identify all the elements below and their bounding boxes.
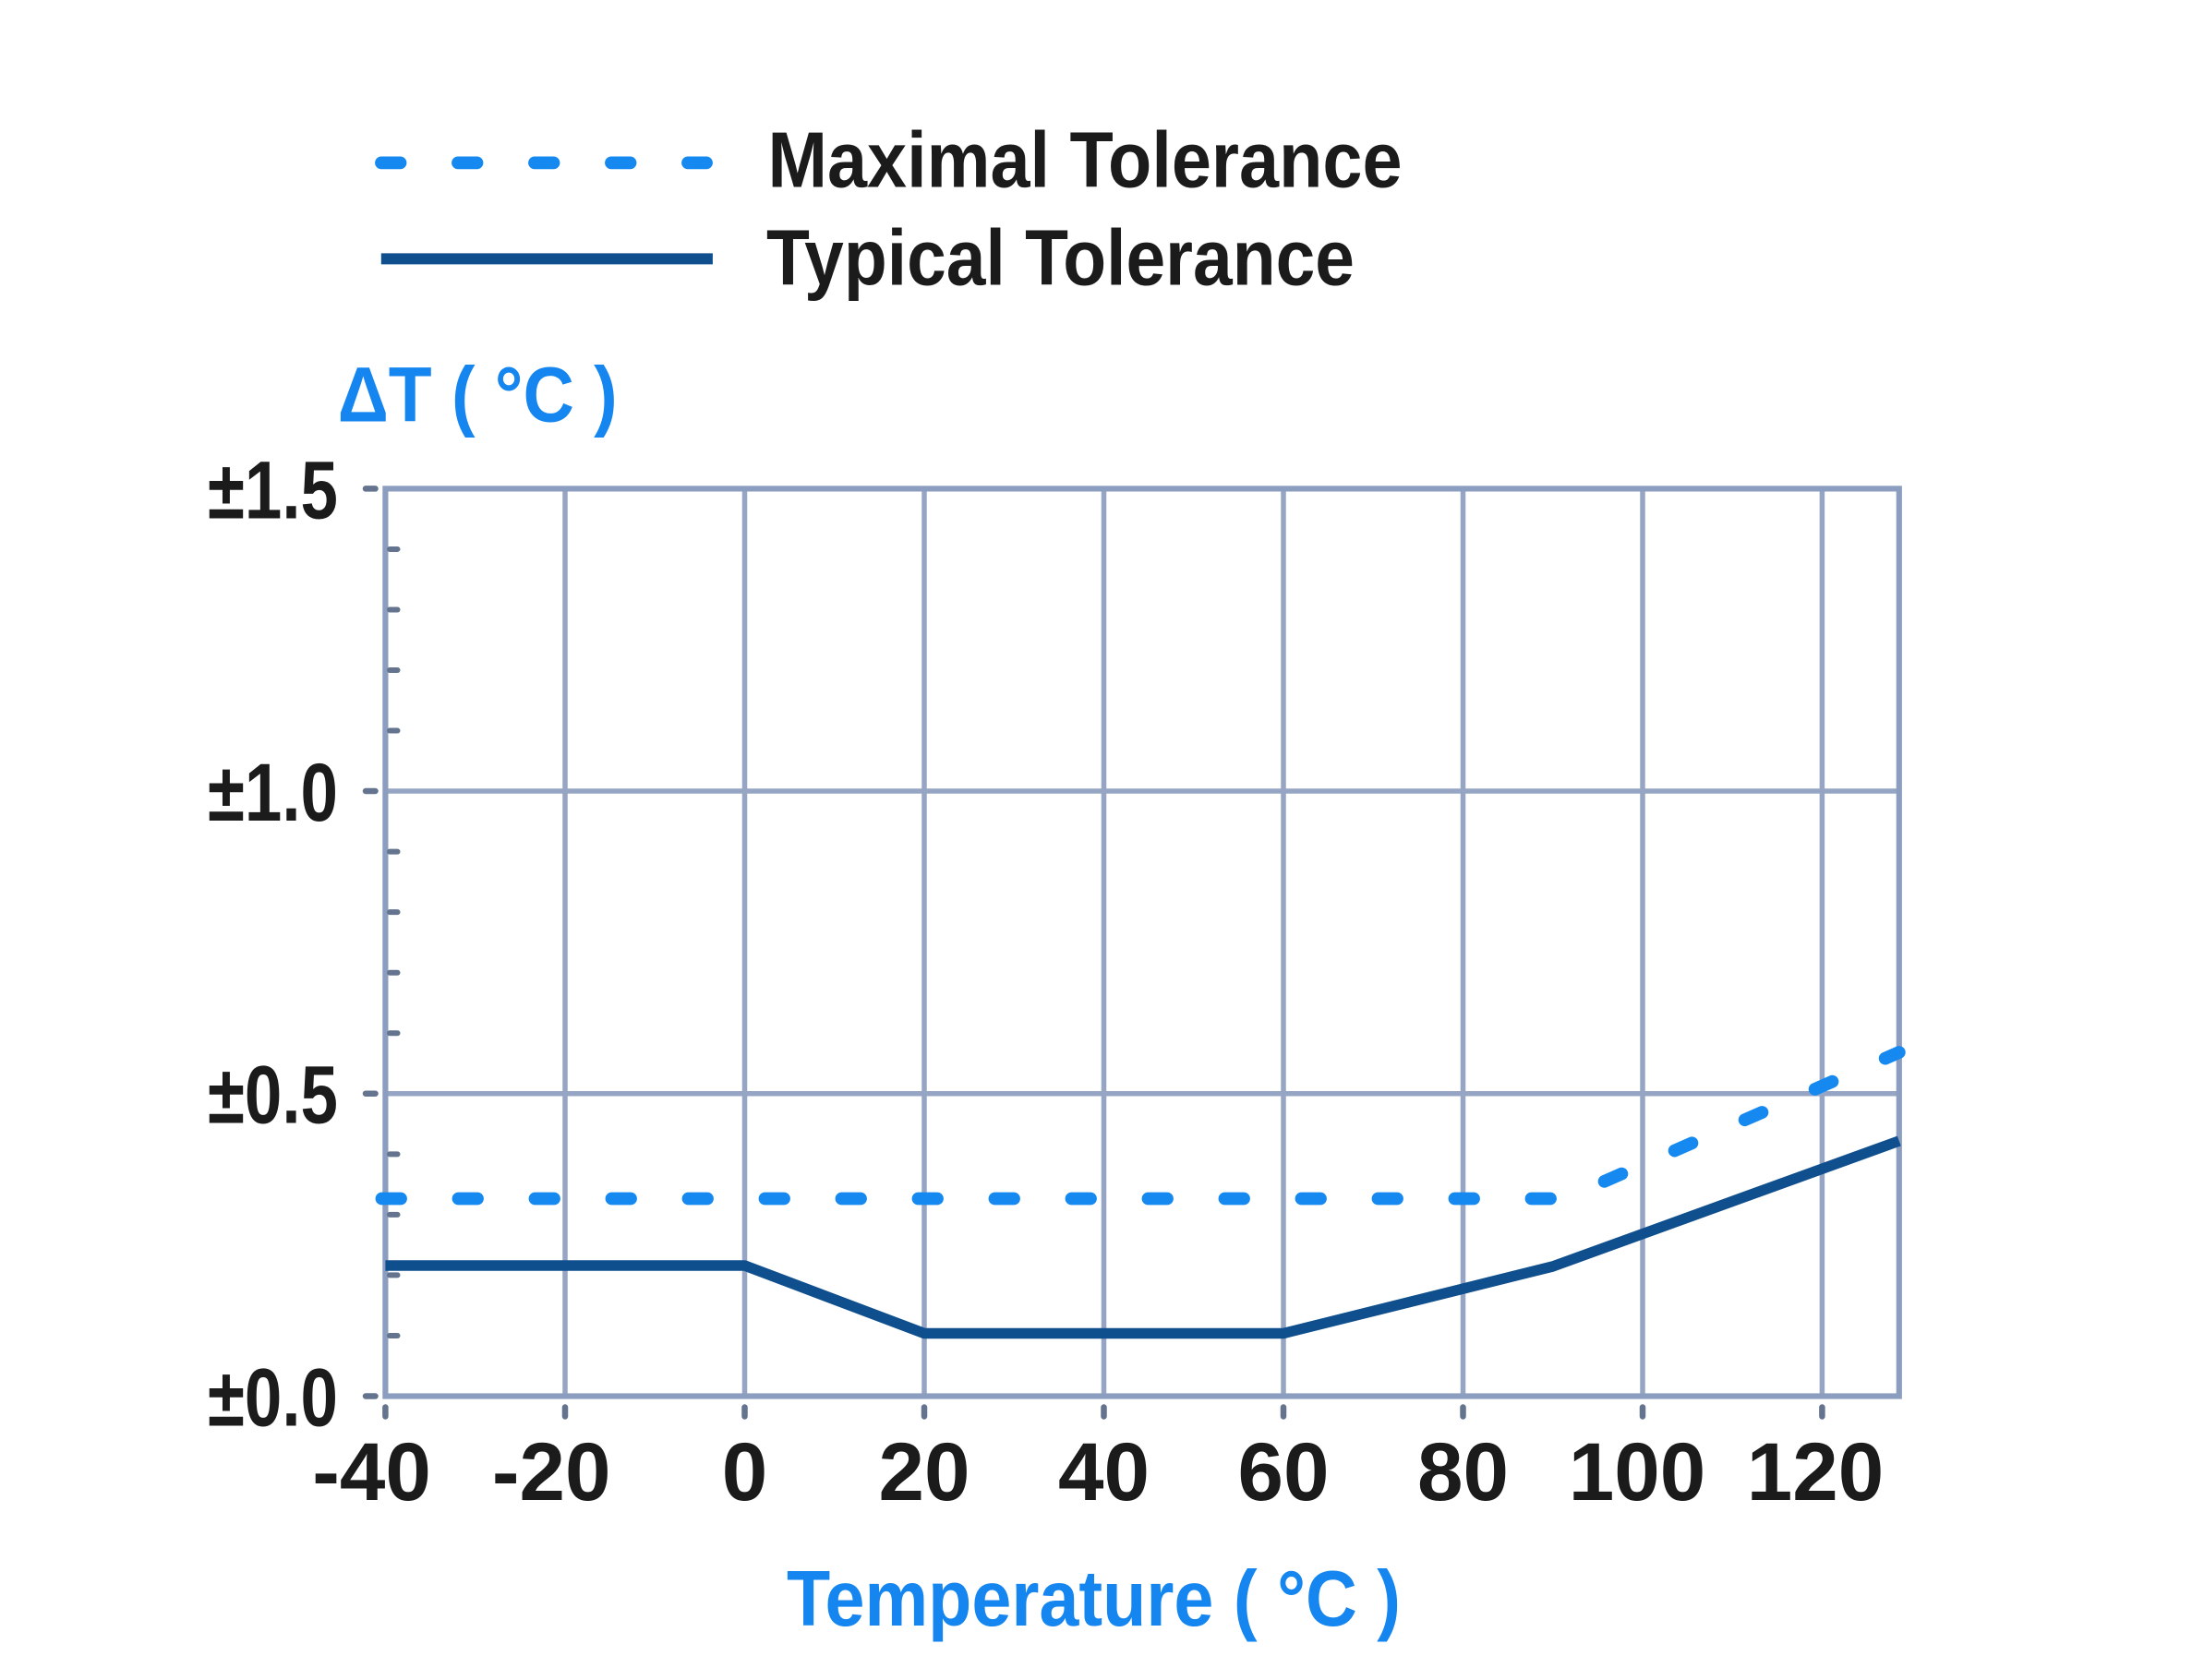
svg-text:±1.5: ±1.5 xyxy=(208,443,338,535)
svg-text:±0.0: ±0.0 xyxy=(208,1351,338,1444)
svg-text:Typical Tolerance: Typical Tolerance xyxy=(766,215,1355,303)
svg-text:80: 80 xyxy=(1417,1425,1509,1518)
svg-text:±0.5: ±0.5 xyxy=(208,1049,338,1141)
svg-text:20: 20 xyxy=(879,1425,970,1518)
svg-text:40: 40 xyxy=(1058,1425,1150,1518)
svg-text:60: 60 xyxy=(1238,1425,1330,1518)
svg-text:0: 0 xyxy=(722,1425,768,1518)
svg-text:ΔT ( °C ): ΔT ( °C ) xyxy=(338,352,618,438)
svg-text:-20: -20 xyxy=(492,1425,611,1518)
svg-text:Maximal Tolerance: Maximal Tolerance xyxy=(768,116,1403,204)
svg-text:120: 120 xyxy=(1747,1425,1885,1518)
svg-text:100: 100 xyxy=(1569,1425,1706,1518)
svg-text:-40: -40 xyxy=(312,1425,431,1518)
svg-text:±1.0: ±1.0 xyxy=(208,746,338,838)
svg-text:Temperature ( °C ): Temperature ( °C ) xyxy=(787,1555,1401,1643)
